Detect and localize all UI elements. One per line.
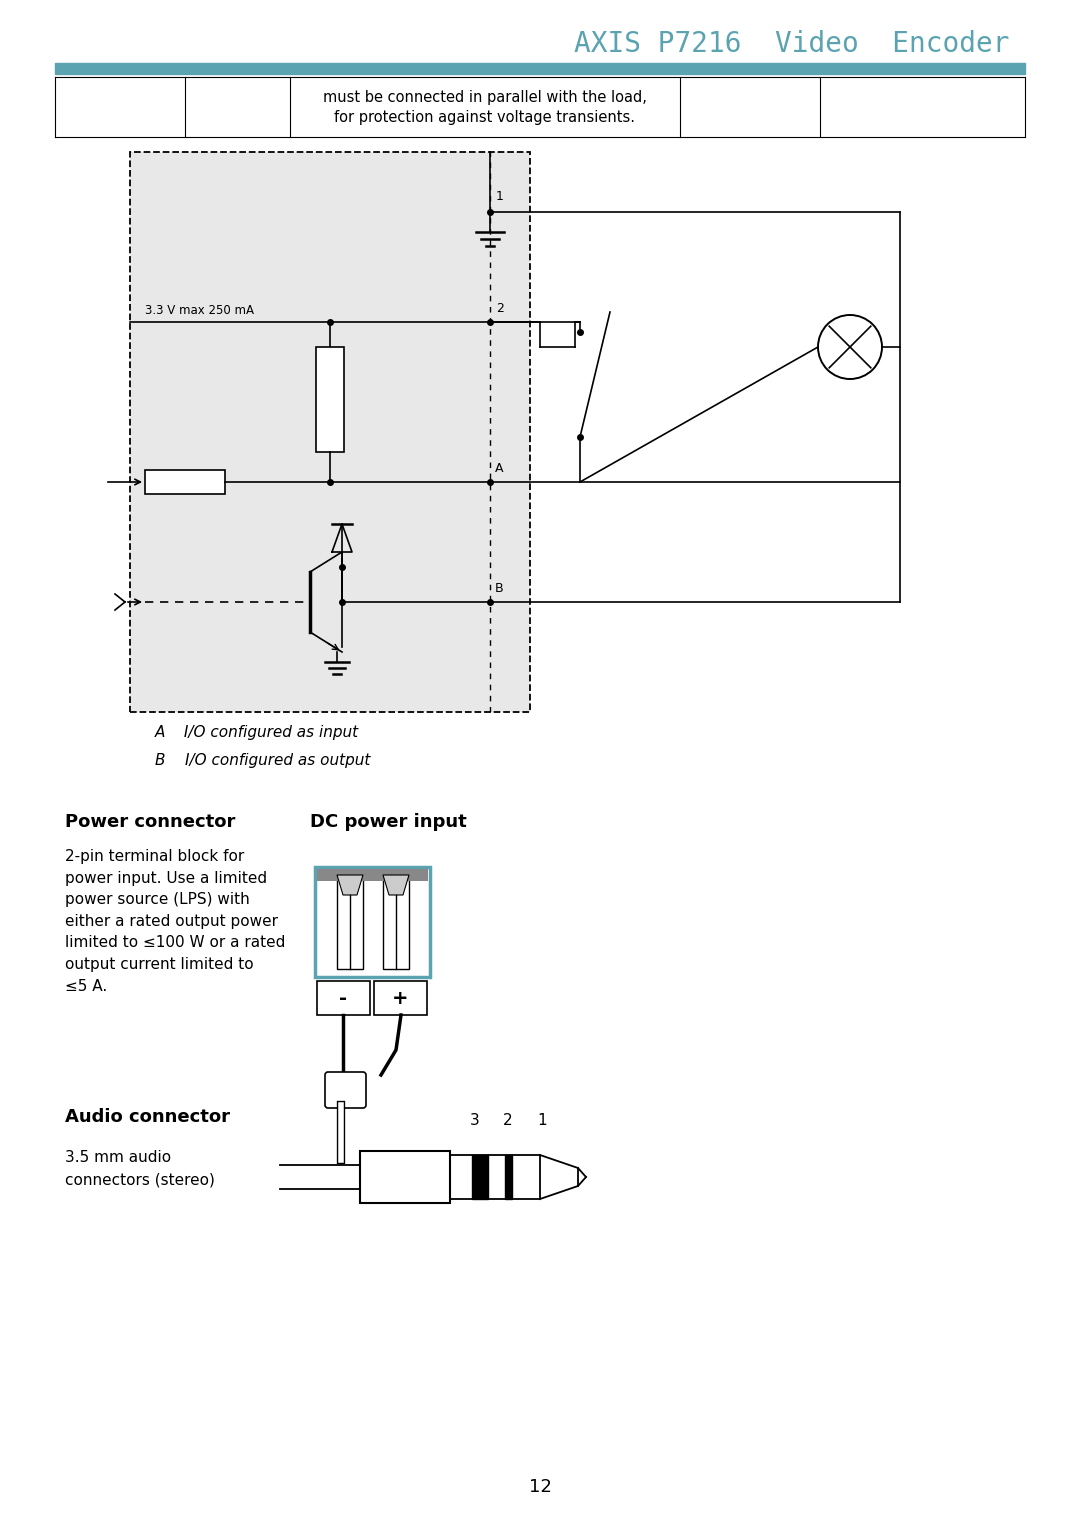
Polygon shape [540, 1155, 578, 1200]
Bar [383, 875, 409, 970]
Bar [505, 1155, 512, 1200]
Text: B: B [495, 582, 503, 594]
Polygon shape [337, 875, 363, 895]
Text: B    I/O configured as output: B I/O configured as output [156, 754, 370, 768]
Text: must be connected in parallel with the load,: must be connected in parallel with the l… [323, 89, 647, 104]
Text: A: A [495, 463, 503, 475]
Text: for protection against voltage transients.: for protection against voltage transient… [335, 109, 635, 124]
Bar [360, 1151, 450, 1203]
Text: Power connector: Power connector [65, 813, 235, 830]
Circle shape [818, 316, 882, 378]
Bar [130, 152, 530, 712]
Polygon shape [383, 875, 409, 895]
Text: 2: 2 [503, 1114, 513, 1128]
Text: AXIS P7216  Video  Encoder: AXIS P7216 Video Encoder [575, 31, 1010, 58]
Bar [318, 869, 428, 881]
Text: -: - [339, 988, 347, 1008]
Text: DC power input: DC power input [310, 813, 467, 830]
Bar [472, 1155, 488, 1200]
Text: Audio connector: Audio connector [65, 1108, 230, 1126]
Bar [145, 470, 225, 493]
Text: 12: 12 [528, 1478, 552, 1497]
Text: 3.3 V max 250 mA: 3.3 V max 250 mA [145, 303, 254, 317]
Bar [374, 980, 427, 1016]
Text: 2-pin terminal block for
power input. Use a limited
power source (LPS) with
eith: 2-pin terminal block for power input. Us… [65, 849, 285, 994]
Text: 1: 1 [537, 1114, 546, 1128]
Text: A    I/O configured as input: A I/O configured as input [156, 725, 360, 740]
Bar [316, 348, 345, 452]
Text: 3: 3 [470, 1114, 480, 1128]
Bar [55, 63, 1025, 74]
Text: 3.5 mm audio
connectors (stereo): 3.5 mm audio connectors (stereo) [65, 1151, 215, 1187]
FancyBboxPatch shape [315, 867, 430, 977]
Text: 2: 2 [496, 302, 504, 316]
FancyBboxPatch shape [325, 1072, 366, 1108]
Bar [318, 980, 370, 1016]
Bar [337, 875, 363, 970]
Text: +: + [392, 988, 408, 1008]
Text: 1: 1 [496, 190, 504, 204]
